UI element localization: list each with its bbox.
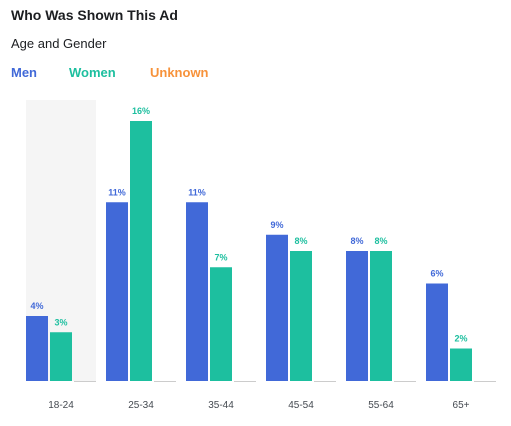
- bar-men-35-44[interactable]: [186, 202, 208, 381]
- value-label-women-25-34: 16%: [132, 106, 150, 116]
- legend: Men Women Unknown: [11, 65, 209, 80]
- value-label-men-45-54: 9%: [270, 220, 283, 230]
- bar-unknown-25-34[interactable]: [154, 381, 176, 382]
- bar-men-25-34[interactable]: [106, 202, 128, 381]
- bar-men-45-54[interactable]: [266, 234, 288, 381]
- value-label-men-65+: 6%: [430, 269, 443, 279]
- x-tick-label-35-44: 35-44: [208, 400, 234, 411]
- bar-women-18-24[interactable]: [50, 332, 72, 381]
- value-label-women-18-24: 3%: [54, 317, 67, 327]
- bar-women-55-64[interactable]: [370, 251, 392, 381]
- bar-men-55-64[interactable]: [346, 251, 368, 381]
- chart-subtitle: Age and Gender: [11, 36, 107, 51]
- x-tick-label-25-34: 25-34: [128, 400, 154, 411]
- value-label-women-45-54: 8%: [294, 236, 307, 246]
- value-label-women-35-44: 7%: [214, 252, 227, 262]
- value-label-women-65+: 2%: [454, 334, 467, 344]
- bar-women-25-34[interactable]: [130, 121, 152, 381]
- x-tick-label-45-54: 45-54: [288, 400, 314, 411]
- bar-men-65+[interactable]: [426, 283, 448, 382]
- bar-women-45-54[interactable]: [290, 251, 312, 381]
- chart-title: Who Was Shown This Ad: [11, 7, 178, 23]
- bar-unknown-45-54[interactable]: [314, 381, 336, 382]
- bar-women-35-44[interactable]: [210, 267, 232, 381]
- bar-unknown-18-24[interactable]: [74, 381, 96, 382]
- x-tick-label-18-24: 18-24: [48, 400, 74, 411]
- bar-women-65+[interactable]: [450, 348, 472, 382]
- legend-item-men[interactable]: Men: [11, 65, 37, 80]
- value-label-women-55-64: 8%: [374, 236, 387, 246]
- value-label-men-35-44: 11%: [188, 187, 206, 197]
- bar-men-18-24[interactable]: [26, 316, 48, 381]
- legend-item-unknown[interactable]: Unknown: [150, 65, 209, 80]
- value-label-men-25-34: 11%: [108, 187, 126, 197]
- bar-unknown-55-64[interactable]: [394, 381, 416, 382]
- value-label-men-18-24: 4%: [30, 301, 43, 311]
- bar-unknown-35-44[interactable]: [234, 381, 256, 382]
- bar-unknown-65+[interactable]: [474, 381, 496, 382]
- value-label-men-55-64: 8%: [350, 236, 363, 246]
- x-tick-label-55-64: 55-64: [368, 400, 394, 411]
- legend-item-women[interactable]: Women: [69, 65, 116, 80]
- x-tick-label-65+: 65+: [453, 400, 470, 411]
